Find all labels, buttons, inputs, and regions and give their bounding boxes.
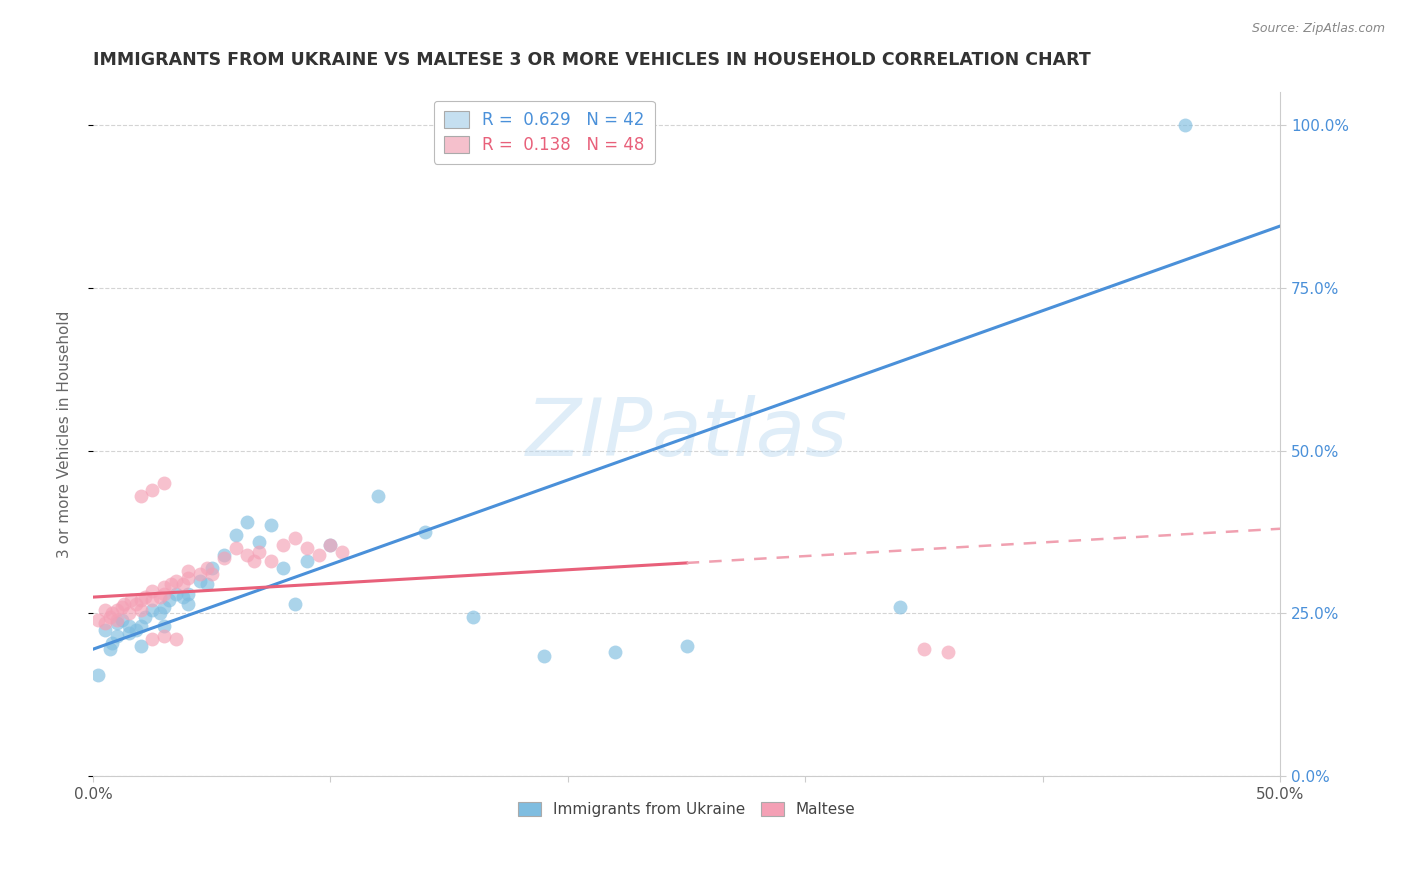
Text: ZIPatlas: ZIPatlas bbox=[526, 395, 848, 474]
Immigrants from Ukraine bbox=[177, 587, 200, 601]
Maltese bbox=[153, 587, 176, 601]
Immigrants from Ukraine bbox=[212, 548, 235, 562]
Maltese bbox=[936, 645, 959, 659]
Maltese bbox=[212, 551, 235, 566]
Maltese bbox=[247, 544, 270, 558]
Maltese bbox=[98, 609, 121, 624]
Maltese bbox=[125, 597, 148, 611]
Maltese bbox=[148, 590, 170, 604]
Immigrants from Ukraine bbox=[319, 538, 342, 552]
Immigrants from Ukraine bbox=[284, 597, 307, 611]
Maltese bbox=[912, 642, 935, 657]
Maltese bbox=[201, 567, 224, 582]
Maltese bbox=[117, 607, 139, 621]
Immigrants from Ukraine bbox=[105, 629, 128, 643]
Immigrants from Ukraine bbox=[153, 599, 176, 614]
Immigrants from Ukraine bbox=[224, 528, 246, 542]
Immigrants from Ukraine bbox=[165, 587, 187, 601]
Maltese bbox=[224, 541, 246, 556]
Maltese bbox=[141, 483, 163, 497]
Immigrants from Ukraine bbox=[125, 623, 148, 637]
Maltese bbox=[153, 629, 176, 643]
Immigrants from Ukraine bbox=[415, 524, 437, 539]
Immigrants from Ukraine bbox=[148, 607, 170, 621]
Immigrants from Ukraine bbox=[117, 619, 139, 633]
Immigrants from Ukraine bbox=[367, 489, 389, 503]
Maltese bbox=[101, 607, 124, 621]
Maltese bbox=[105, 603, 128, 617]
Immigrants from Ukraine bbox=[94, 623, 117, 637]
Maltese bbox=[284, 532, 307, 546]
Immigrants from Ukraine bbox=[236, 515, 259, 529]
Immigrants from Ukraine bbox=[271, 561, 294, 575]
Immigrants from Ukraine bbox=[675, 639, 697, 653]
Maltese bbox=[332, 544, 354, 558]
Immigrants from Ukraine bbox=[188, 574, 211, 588]
Immigrants from Ukraine bbox=[117, 626, 139, 640]
Maltese bbox=[308, 548, 330, 562]
Maltese bbox=[141, 583, 163, 598]
Maltese bbox=[120, 593, 142, 607]
Maltese bbox=[129, 593, 152, 607]
Maltese bbox=[87, 613, 110, 627]
Immigrants from Ukraine bbox=[1174, 118, 1197, 132]
Maltese bbox=[260, 554, 283, 568]
Maltese bbox=[165, 632, 187, 647]
Immigrants from Ukraine bbox=[157, 593, 180, 607]
Immigrants from Ukraine bbox=[260, 518, 283, 533]
Maltese bbox=[129, 603, 152, 617]
Maltese bbox=[112, 597, 135, 611]
Immigrants from Ukraine bbox=[129, 639, 152, 653]
Immigrants from Ukraine bbox=[101, 635, 124, 649]
Maltese bbox=[153, 476, 176, 491]
Y-axis label: 3 or more Vehicles in Household: 3 or more Vehicles in Household bbox=[58, 310, 72, 558]
Immigrants from Ukraine bbox=[141, 603, 163, 617]
Maltese bbox=[243, 554, 266, 568]
Maltese bbox=[177, 570, 200, 584]
Maltese bbox=[134, 590, 156, 604]
Immigrants from Ukraine bbox=[247, 534, 270, 549]
Legend: Immigrants from Ukraine, Maltese: Immigrants from Ukraine, Maltese bbox=[512, 796, 862, 823]
Maltese bbox=[129, 489, 152, 503]
Immigrants from Ukraine bbox=[110, 613, 132, 627]
Immigrants from Ukraine bbox=[177, 597, 200, 611]
Maltese bbox=[160, 577, 183, 591]
Immigrants from Ukraine bbox=[172, 590, 194, 604]
Immigrants from Ukraine bbox=[201, 561, 224, 575]
Maltese bbox=[94, 603, 117, 617]
Maltese bbox=[188, 567, 211, 582]
Maltese bbox=[141, 632, 163, 647]
Maltese bbox=[236, 548, 259, 562]
Immigrants from Ukraine bbox=[889, 599, 911, 614]
Immigrants from Ukraine bbox=[129, 619, 152, 633]
Maltese bbox=[153, 580, 176, 594]
Immigrants from Ukraine bbox=[195, 577, 218, 591]
Maltese bbox=[105, 613, 128, 627]
Immigrants from Ukraine bbox=[461, 609, 484, 624]
Immigrants from Ukraine bbox=[533, 648, 555, 663]
Immigrants from Ukraine bbox=[153, 619, 176, 633]
Immigrants from Ukraine bbox=[605, 645, 627, 659]
Immigrants from Ukraine bbox=[134, 609, 156, 624]
Maltese bbox=[177, 564, 200, 578]
Maltese bbox=[295, 541, 318, 556]
Maltese bbox=[195, 561, 218, 575]
Immigrants from Ukraine bbox=[87, 668, 110, 682]
Maltese bbox=[165, 574, 187, 588]
Maltese bbox=[141, 593, 163, 607]
Maltese bbox=[94, 616, 117, 631]
Maltese bbox=[110, 599, 132, 614]
Text: Source: ZipAtlas.com: Source: ZipAtlas.com bbox=[1251, 22, 1385, 36]
Immigrants from Ukraine bbox=[105, 616, 128, 631]
Maltese bbox=[271, 538, 294, 552]
Immigrants from Ukraine bbox=[295, 554, 318, 568]
Maltese bbox=[172, 577, 194, 591]
Text: IMMIGRANTS FROM UKRAINE VS MALTESE 3 OR MORE VEHICLES IN HOUSEHOLD CORRELATION C: IMMIGRANTS FROM UKRAINE VS MALTESE 3 OR … bbox=[93, 51, 1091, 69]
Maltese bbox=[319, 538, 342, 552]
Immigrants from Ukraine bbox=[98, 642, 121, 657]
